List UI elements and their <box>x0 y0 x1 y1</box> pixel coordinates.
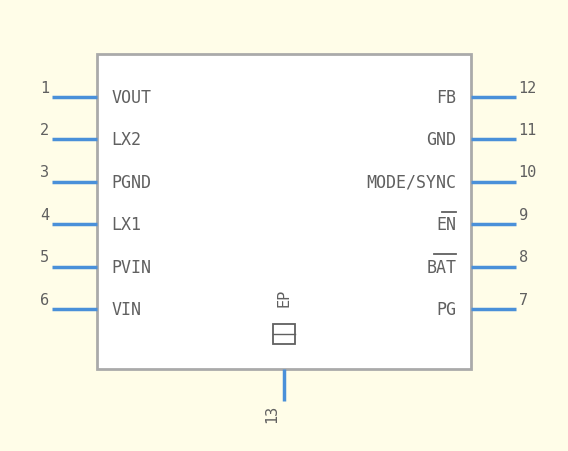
Text: EP: EP <box>278 329 290 339</box>
Bar <box>98 55 470 369</box>
Text: 13: 13 <box>265 404 279 422</box>
Text: 1: 1 <box>40 80 49 95</box>
Text: MODE/SYNC: MODE/SYNC <box>366 173 457 191</box>
Text: 5: 5 <box>40 250 49 265</box>
Text: 9: 9 <box>519 207 528 222</box>
Text: 2: 2 <box>40 123 49 138</box>
Text: 3: 3 <box>40 165 49 180</box>
Text: PVIN: PVIN <box>111 258 152 276</box>
Text: VIN: VIN <box>111 300 141 318</box>
Text: 10: 10 <box>519 165 537 180</box>
Text: EP: EP <box>277 288 291 306</box>
Text: PGND: PGND <box>111 173 152 191</box>
Text: GND: GND <box>427 131 457 149</box>
Text: 12: 12 <box>519 80 537 95</box>
Text: EN: EN <box>436 216 457 234</box>
Text: 7: 7 <box>519 292 528 307</box>
Text: BAT: BAT <box>427 258 457 276</box>
Text: 6: 6 <box>40 292 49 307</box>
Text: 8: 8 <box>519 250 528 265</box>
Text: LX1: LX1 <box>111 216 141 234</box>
Text: 11: 11 <box>519 123 537 138</box>
Text: PG: PG <box>436 300 457 318</box>
Text: FB: FB <box>436 88 457 106</box>
Bar <box>273 324 295 344</box>
Text: VOUT: VOUT <box>111 88 152 106</box>
Text: LX2: LX2 <box>111 131 141 149</box>
Text: 4: 4 <box>40 207 49 222</box>
